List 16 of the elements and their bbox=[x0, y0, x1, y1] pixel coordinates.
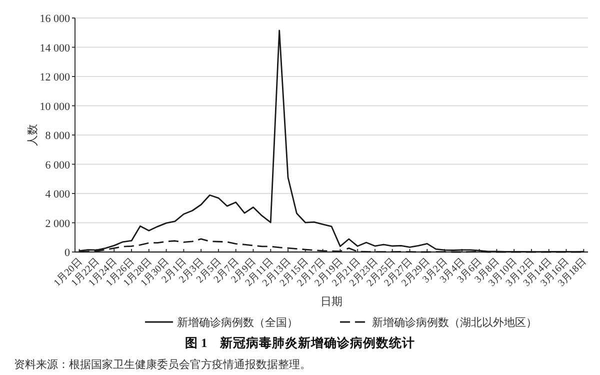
y-axis-title: 人数 bbox=[27, 124, 39, 146]
legend-label: 新增确诊病例数（湖北以外地区） bbox=[372, 316, 537, 329]
y-tick-label: 14 000 bbox=[40, 42, 70, 54]
x-axis-title: 日期 bbox=[320, 296, 342, 308]
y-tick-label: 10 000 bbox=[40, 100, 70, 113]
y-tick-label: 0 bbox=[64, 247, 70, 259]
y-tick-label: 16 000 bbox=[40, 13, 70, 25]
plot: 0 2 000 4 000 6 000 8 000 10 000 12 000 14 000 16 000 1月20日 1月22日 1月24日 1月26日 1月28日 1月30日 2月1日 2月3日 2月5日 2月7日 2月9日 2月11日 2月13日 2月15日 2月17日 2月19日 2月21日 2月23日 2月25日 2月27日 2月29日 3月2日 3月4日 3月6日 3月8日 3月10日 3月12日 3月14日 3月16日 3月18日 bbox=[40, 13, 589, 289]
legend-label: 新增确诊病例数（全国） bbox=[177, 316, 298, 329]
y-tick-label: 4 000 bbox=[45, 188, 70, 200]
y-tick-label: 8 000 bbox=[45, 130, 70, 142]
y-tick-label: 2 000 bbox=[45, 218, 70, 230]
text: 图 1 新冠病毒肺炎新增确诊病例数统计 bbox=[184, 335, 416, 350]
y-tick-label: 12 000 bbox=[40, 72, 70, 84]
text: 资料来源：根据国家卫生健康委员会官方疫情通报数据整理。 bbox=[14, 358, 311, 371]
y-tick-label: 6 000 bbox=[45, 159, 70, 172]
